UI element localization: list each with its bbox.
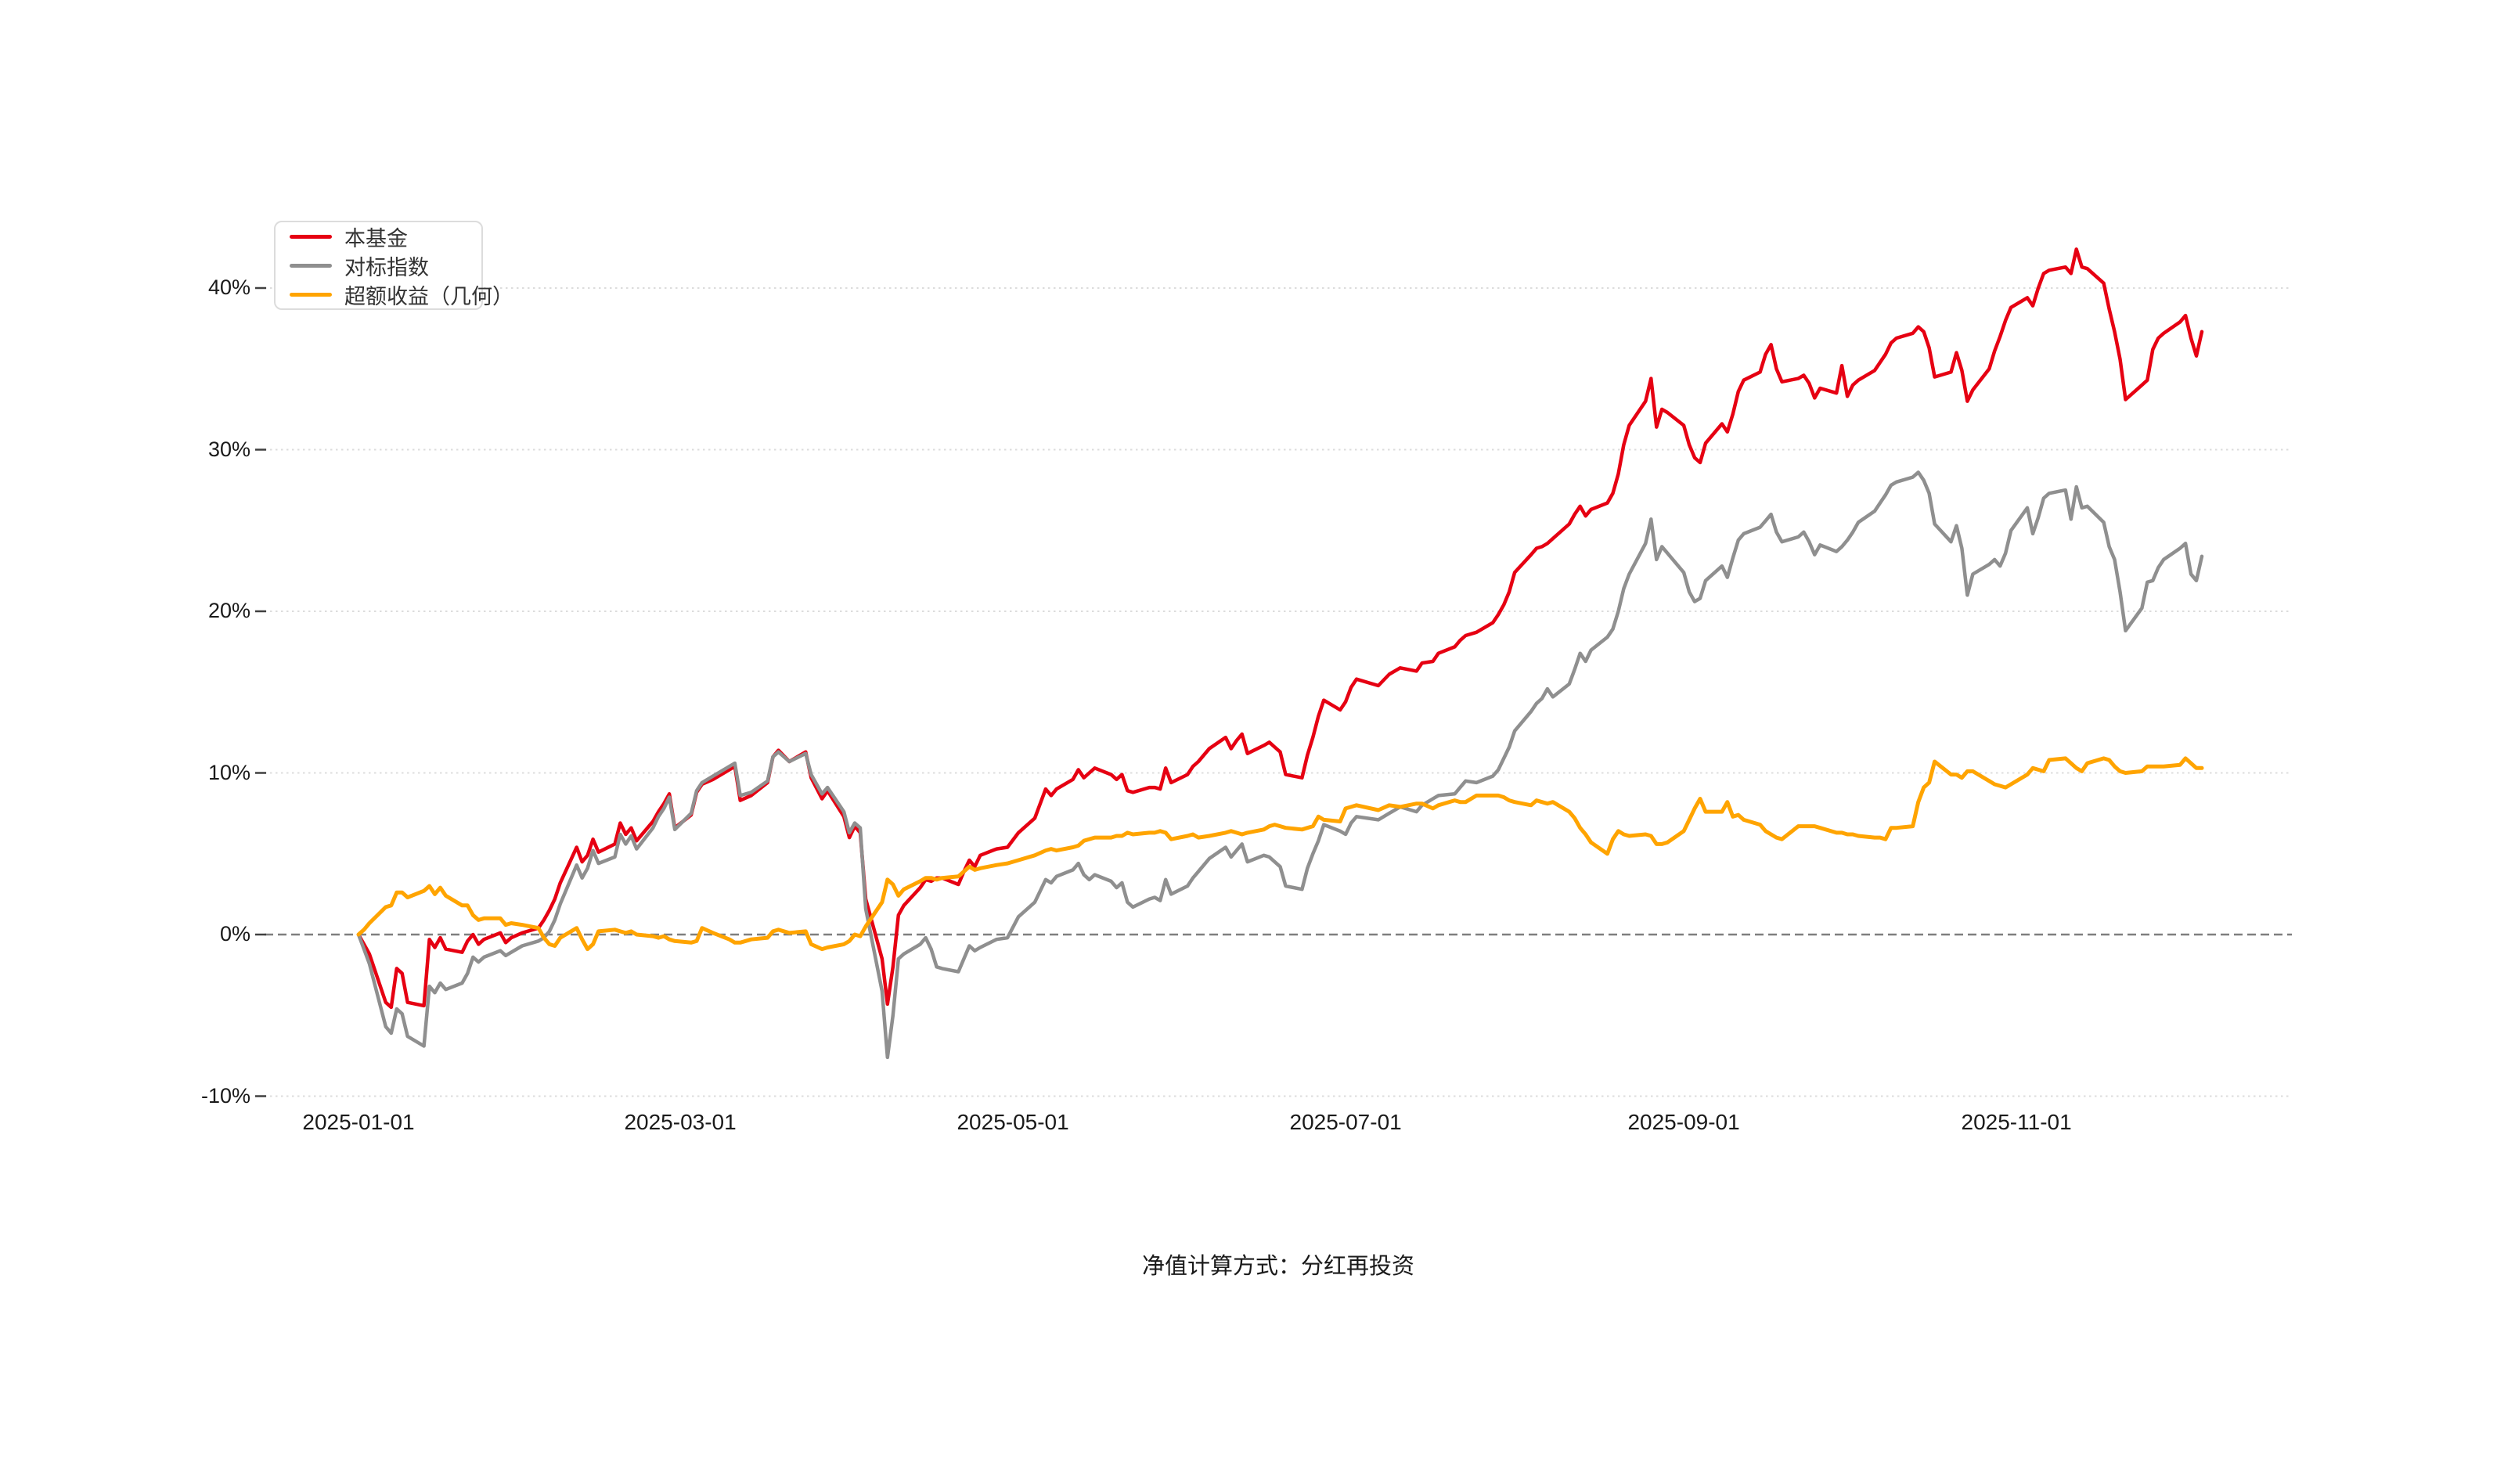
series-line-fund — [356, 247, 2204, 1010]
x-tick-label: 2025-07-01 — [1289, 1110, 1402, 1134]
chart-legend: 本基金 对标指数 超额收益（几何） — [274, 221, 513, 310]
y-tick-label: 0% — [219, 922, 250, 946]
x-tick-label: 2025-01-01 — [302, 1110, 415, 1134]
x-tick-label: 2025-11-01 — [1961, 1110, 2072, 1134]
excess-line-swatch — [290, 292, 332, 297]
x-tick-label: 2025-05-01 — [957, 1110, 1069, 1134]
legend-item-benchmark[interactable]: 对标指数 — [290, 254, 467, 279]
x-tick-label: 2025-09-01 — [1627, 1110, 1740, 1134]
legend-item-fund[interactable]: 本基金 — [290, 225, 467, 250]
nav-calculation-note: 净值计算方式：分红再投资 — [1141, 1254, 1415, 1279]
y-tick-label: -10% — [200, 1083, 250, 1108]
fund-line-swatch — [290, 234, 332, 239]
benchmark-line-swatch — [290, 263, 332, 268]
y-tick-label: 10% — [207, 760, 250, 784]
legend-item-label: 本基金 — [344, 226, 408, 250]
series-line-excess — [356, 756, 2204, 952]
legend-item-label: 超额收益（几何） — [344, 284, 513, 308]
y-tick-label: 20% — [207, 599, 250, 622]
x-tick-label: 2025-03-01 — [624, 1110, 737, 1134]
y-tick-label: 30% — [207, 437, 250, 461]
legend-item-label: 对标指数 — [344, 255, 429, 279]
series-line-benchmark — [356, 470, 2204, 1060]
legend-item-excess-return[interactable]: 超额收益（几何） — [290, 283, 513, 308]
y-tick-label: 40% — [207, 276, 250, 299]
